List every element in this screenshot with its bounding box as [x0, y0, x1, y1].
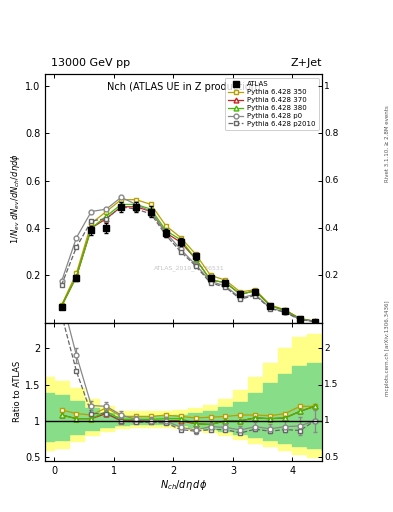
Text: 0.6: 0.6 — [324, 176, 339, 185]
Legend: ATLAS, Pythia 6.428 350, Pythia 6.428 370, Pythia 6.428 380, Pythia 6.428 p0, Py: ATLAS, Pythia 6.428 350, Pythia 6.428 37… — [224, 78, 319, 131]
Text: Nch (ATLAS UE in Z production): Nch (ATLAS UE in Z production) — [107, 82, 261, 92]
Y-axis label: $1/N_{ev}$ $dN_{ev}/dN_{ch}/d\eta d\phi$: $1/N_{ev}$ $dN_{ev}/dN_{ch}/d\eta d\phi$ — [9, 153, 22, 244]
Text: 1: 1 — [324, 416, 330, 425]
Text: 0.4: 0.4 — [324, 224, 338, 232]
Text: Rivet 3.1.10, ≥ 2.8M events: Rivet 3.1.10, ≥ 2.8M events — [385, 105, 389, 182]
X-axis label: $N_{ch}/d\eta\,d\phi$: $N_{ch}/d\eta\,d\phi$ — [160, 478, 208, 493]
Text: 2: 2 — [324, 344, 330, 353]
Text: 0.2: 0.2 — [324, 271, 338, 280]
Text: mcplots.cern.ch [arXiv:1306.3436]: mcplots.cern.ch [arXiv:1306.3436] — [385, 301, 389, 396]
Text: 1: 1 — [324, 81, 330, 91]
Text: Z+Jet: Z+Jet — [291, 57, 322, 68]
Text: ATLAS_2019_I1736531: ATLAS_2019_I1736531 — [154, 265, 225, 271]
Y-axis label: Ratio to ATLAS: Ratio to ATLAS — [13, 361, 22, 422]
Text: 0.8: 0.8 — [324, 129, 339, 138]
Text: 0.5: 0.5 — [324, 453, 339, 462]
Text: 1.5: 1.5 — [324, 380, 339, 389]
Text: 13000 GeV pp: 13000 GeV pp — [51, 57, 130, 68]
